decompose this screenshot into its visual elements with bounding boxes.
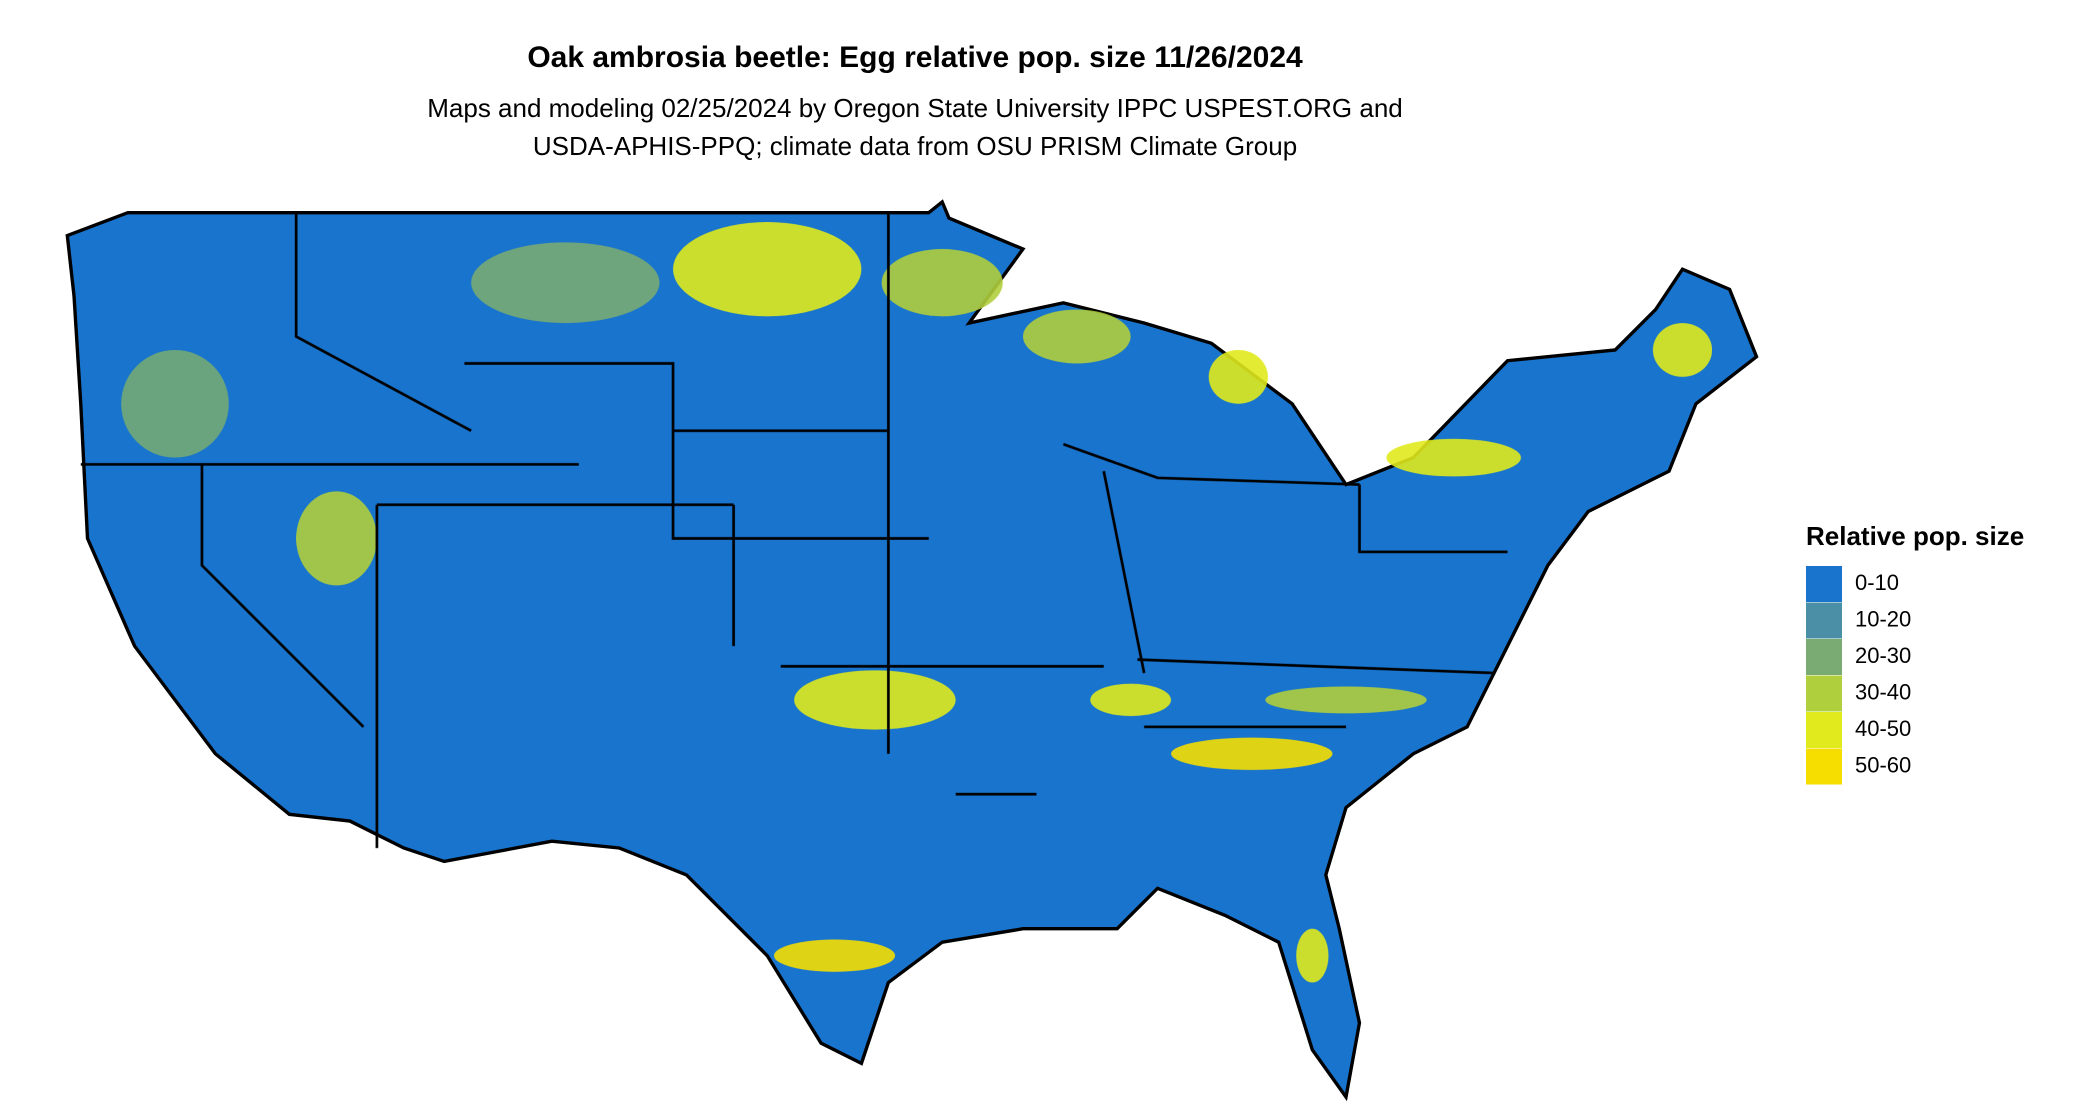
legend-swatch — [1806, 748, 1842, 785]
legend-title: Relative pop. size — [1806, 521, 2024, 551]
legend-label: 40-50 — [1855, 716, 1911, 741]
map-subtitle: Maps and modeling 02/25/2024 by Oregon S… — [427, 93, 1403, 123]
map-title: Oak ambrosia beetle: Egg relative pop. s… — [527, 41, 1303, 74]
legend-label: 50-60 — [1855, 752, 1911, 777]
state-borders — [80, 212, 1508, 848]
legend-label: 20-30 — [1855, 643, 1911, 668]
us-outline — [65, 199, 1759, 1102]
map-subtitle: USDA-APHIS-PPQ; climate data from OSU PR… — [533, 131, 1297, 161]
us-map — [65, 199, 1759, 1102]
legend-swatch — [1806, 712, 1842, 748]
legend-swatch — [1806, 566, 1842, 602]
suitability-areas — [121, 222, 1713, 983]
legend-swatch — [1806, 639, 1842, 675]
legend-label: 0-10 — [1855, 570, 1899, 595]
legend-label: 10-20 — [1855, 606, 1911, 631]
legend: Relative pop. size 0-10 10-20 20-30 30-40 40… — [1806, 521, 2024, 785]
legend-label: 30-40 — [1855, 679, 1911, 704]
legend-swatch — [1806, 602, 1842, 639]
legend-swatch — [1806, 675, 1842, 712]
